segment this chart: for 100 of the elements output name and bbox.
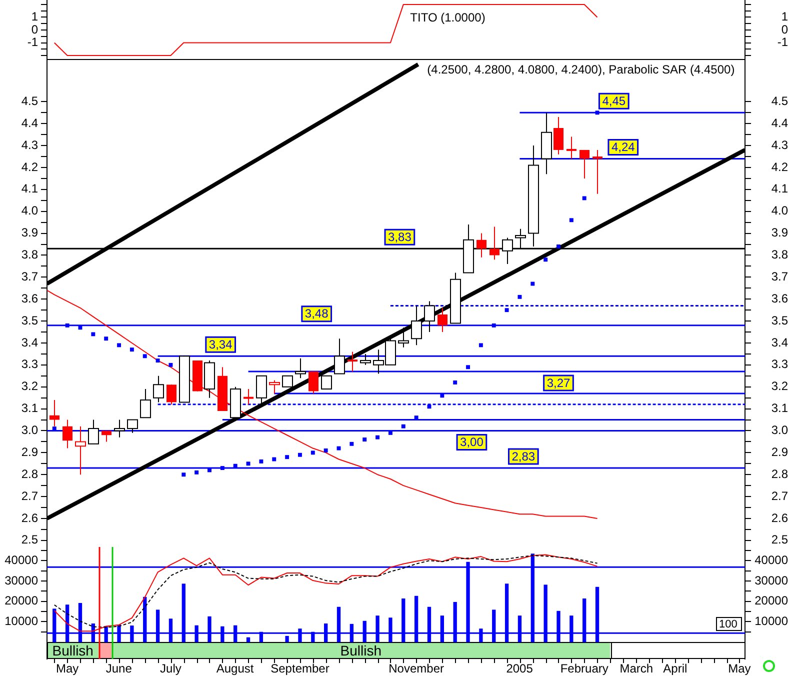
y-tick-label: 2.7	[21, 488, 38, 503]
point	[569, 218, 574, 222]
y2-tick-label: 3.0	[771, 423, 788, 438]
point	[376, 435, 380, 440]
y-tick-label: 2.9	[21, 444, 38, 459]
annotation: 4,24	[611, 140, 636, 154]
point	[518, 294, 522, 299]
chart-title: (4.2500, 4.2800, 4.0800, 4.2400), Parabolic SAR (4.4500)	[427, 62, 735, 76]
y2-tick-label: 2.7	[771, 488, 788, 503]
y2-tick-label: 4.5	[771, 94, 788, 108]
annotation: 3,34	[208, 337, 233, 352]
point	[440, 394, 444, 398]
point	[168, 362, 173, 367]
y-tick-label: 3.4	[21, 335, 38, 350]
point	[246, 462, 250, 466]
point	[208, 468, 212, 472]
y-tick-label: 3.3	[21, 357, 38, 372]
candlestick	[592, 149, 602, 194]
y2-tick-label: 2.9	[771, 444, 788, 459]
point	[466, 365, 470, 370]
x-tick-label: 2005	[506, 661, 534, 676]
point	[285, 455, 290, 460]
y2-tick-label: 4.1	[771, 182, 788, 196]
y-tick-label: 3.1	[21, 401, 38, 416]
y2-tick-label: 4.2	[771, 160, 788, 174]
annotation: 2,83	[512, 449, 536, 464]
y-tick-label: 10000	[4, 614, 38, 628]
candlestick	[490, 226, 500, 260]
point	[130, 348, 134, 352]
x-tick-label: May	[56, 661, 79, 676]
y-tick-label: 3.5	[21, 313, 38, 328]
annotation: 4,45	[602, 94, 626, 108]
y2-tick-label: 2.8	[771, 466, 788, 481]
candlestick	[554, 116, 564, 155]
y2-tick-label: 3.2	[771, 379, 788, 394]
y2-tick-label: 3.6	[771, 291, 788, 306]
annotation: 3,48	[304, 306, 329, 321]
y2-tick-label: 20000	[754, 594, 788, 608]
y-tick-label: 3.2	[21, 379, 38, 394]
y-tick-label: 2.6	[21, 510, 38, 525]
text: TITO (1.0000)	[410, 10, 486, 24]
x-tick-label: July	[160, 661, 182, 676]
x-tick-label: June	[106, 661, 132, 676]
candlestick	[308, 371, 318, 394]
point	[595, 110, 600, 115]
point	[104, 336, 108, 341]
y-tick-label: 4.5	[21, 94, 38, 108]
point	[91, 332, 96, 336]
point	[324, 448, 328, 452]
x-tick-label: May	[728, 661, 751, 676]
point	[582, 196, 586, 200]
y-tick-label: 3.9	[21, 226, 38, 240]
y-tick-label: 4.3	[21, 138, 38, 152]
y-tick-label: 4.2	[21, 160, 38, 174]
point	[142, 354, 147, 358]
point	[259, 459, 264, 464]
point	[492, 323, 496, 328]
point	[310, 450, 315, 455]
y2-tick-label: 3.9	[771, 226, 788, 240]
point	[156, 358, 160, 363]
y2-tick-label: 3.4	[771, 335, 788, 350]
candlestick	[62, 419, 72, 449]
candlestick	[580, 149, 590, 179]
y2-tick-label: 4.0	[771, 204, 788, 218]
point	[182, 472, 186, 477]
y2-tick-label: 30000	[754, 573, 788, 588]
candlestick	[166, 384, 176, 405]
y-tick-label: 30000	[4, 573, 38, 588]
point	[194, 470, 199, 474]
y2-tick-label: 0	[781, 22, 788, 36]
x-tick-label: March	[620, 661, 654, 676]
point	[362, 438, 367, 442]
y2-tick-label: 40000	[754, 552, 788, 567]
point	[233, 464, 238, 468]
y-tick-label: 3.8	[21, 248, 38, 262]
x-tick-label: April	[663, 661, 688, 676]
candlestick	[476, 232, 486, 258]
bar	[285, 636, 289, 642]
y2-tick-label: 10000	[754, 614, 788, 628]
y-tick-label: 4.4	[21, 116, 38, 130]
annotation: 3,83	[388, 230, 412, 244]
point	[556, 244, 560, 248]
y2-tick-label: 3.5	[771, 313, 788, 328]
y-tick-label: 3.7	[21, 269, 38, 284]
y-tick-label: 3.6	[21, 291, 38, 306]
bar	[246, 637, 250, 642]
y-tick-label: 2.5	[21, 532, 38, 547]
y2-tick-label: 4.3	[771, 138, 788, 152]
point	[453, 380, 458, 384]
y-tick-label: 4.0	[21, 204, 38, 218]
point	[350, 442, 354, 446]
candlestick	[438, 307, 448, 333]
y2-tick-label: 3.7	[771, 269, 788, 284]
y-tick-label: -1	[27, 35, 38, 50]
y2-tick-label: 1	[781, 10, 788, 24]
point	[478, 343, 483, 348]
y2-tick-label: 4.4	[771, 116, 788, 130]
candlestick	[242, 388, 254, 405]
y2-tick-label: -1	[777, 35, 788, 50]
x-tick-label: February	[560, 661, 608, 676]
